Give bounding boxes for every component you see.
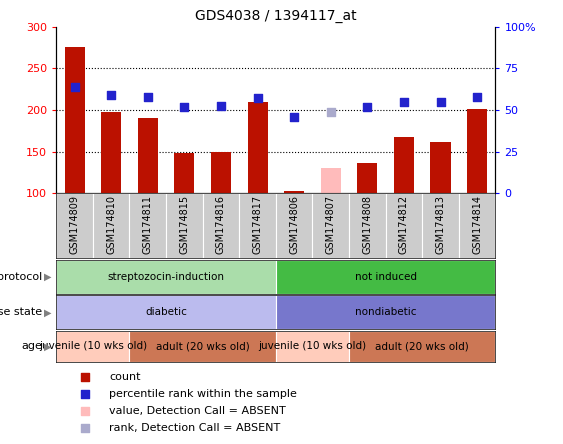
Bar [138, 118, 158, 193]
Text: nondiabetic: nondiabetic [355, 307, 417, 317]
Point [253, 95, 262, 102]
Text: GSM174808: GSM174808 [363, 195, 372, 254]
Text: protocol: protocol [0, 272, 42, 282]
Point [143, 93, 152, 100]
Bar [56, 193, 93, 258]
Text: rank, Detection Call = ABSENT: rank, Detection Call = ABSENT [109, 423, 281, 433]
Bar [422, 193, 459, 258]
Bar [93, 193, 129, 258]
Text: GSM174814: GSM174814 [472, 195, 482, 254]
Bar [211, 152, 231, 193]
Point [472, 94, 481, 101]
Text: streptozocin-induction: streptozocin-induction [108, 272, 225, 282]
Text: disease state: disease state [0, 307, 42, 317]
Point [290, 114, 299, 121]
Text: age: age [21, 341, 42, 351]
Bar [248, 102, 267, 193]
Text: GSM174816: GSM174816 [216, 195, 226, 254]
Text: adult (20 wks old): adult (20 wks old) [156, 341, 249, 351]
Bar [56, 260, 276, 294]
Text: GSM174810: GSM174810 [106, 195, 116, 254]
Bar [349, 331, 495, 362]
Bar [431, 143, 450, 193]
Point [326, 108, 335, 115]
Text: GSM174809: GSM174809 [70, 195, 79, 254]
Text: GSM174815: GSM174815 [180, 195, 189, 254]
Bar [101, 111, 121, 193]
Point [363, 103, 372, 110]
Bar [349, 193, 386, 258]
Point [180, 103, 189, 110]
Text: GSM174811: GSM174811 [143, 195, 153, 254]
Text: diabetic: diabetic [145, 307, 187, 317]
Text: value, Detection Call = ABSENT: value, Detection Call = ABSENT [109, 406, 286, 416]
Text: GSM174813: GSM174813 [436, 195, 445, 254]
Bar [129, 331, 276, 362]
Text: percentile rank within the sample: percentile rank within the sample [109, 389, 297, 399]
Point [107, 91, 116, 99]
Bar [276, 331, 349, 362]
Text: ▶: ▶ [44, 341, 51, 351]
Bar [166, 193, 203, 258]
Text: GSM174806: GSM174806 [289, 195, 299, 254]
Text: ▶: ▶ [44, 272, 51, 282]
Point [70, 83, 79, 90]
Bar [239, 193, 276, 258]
Bar [56, 331, 129, 362]
Point [400, 99, 409, 106]
Point [80, 391, 89, 398]
Bar [358, 163, 377, 193]
Text: GSM174807: GSM174807 [326, 195, 336, 254]
Point [80, 424, 89, 432]
Text: juvenile (10 wks old): juvenile (10 wks old) [258, 341, 367, 351]
Point [80, 408, 89, 415]
Point [436, 99, 445, 106]
Point [216, 102, 225, 109]
Text: GSM174812: GSM174812 [399, 195, 409, 254]
Bar [312, 193, 349, 258]
Text: ▶: ▶ [44, 307, 51, 317]
Bar [467, 109, 487, 193]
Point [80, 374, 89, 381]
Text: juvenile (10 wks old): juvenile (10 wks old) [39, 341, 147, 351]
Bar [394, 137, 414, 193]
Bar [175, 153, 194, 193]
Bar [56, 295, 276, 329]
Bar [386, 193, 422, 258]
Bar [276, 260, 495, 294]
Bar [65, 48, 84, 193]
Title: GDS4038 / 1394117_at: GDS4038 / 1394117_at [195, 9, 357, 23]
Text: count: count [109, 373, 141, 382]
Text: not induced: not induced [355, 272, 417, 282]
Bar [459, 193, 495, 258]
Bar [129, 193, 166, 258]
Bar [276, 295, 495, 329]
Bar [284, 190, 304, 193]
Text: GSM174817: GSM174817 [253, 195, 262, 254]
Bar [321, 168, 341, 193]
Text: adult (20 wks old): adult (20 wks old) [376, 341, 469, 351]
Bar [276, 193, 312, 258]
Bar [203, 193, 239, 258]
